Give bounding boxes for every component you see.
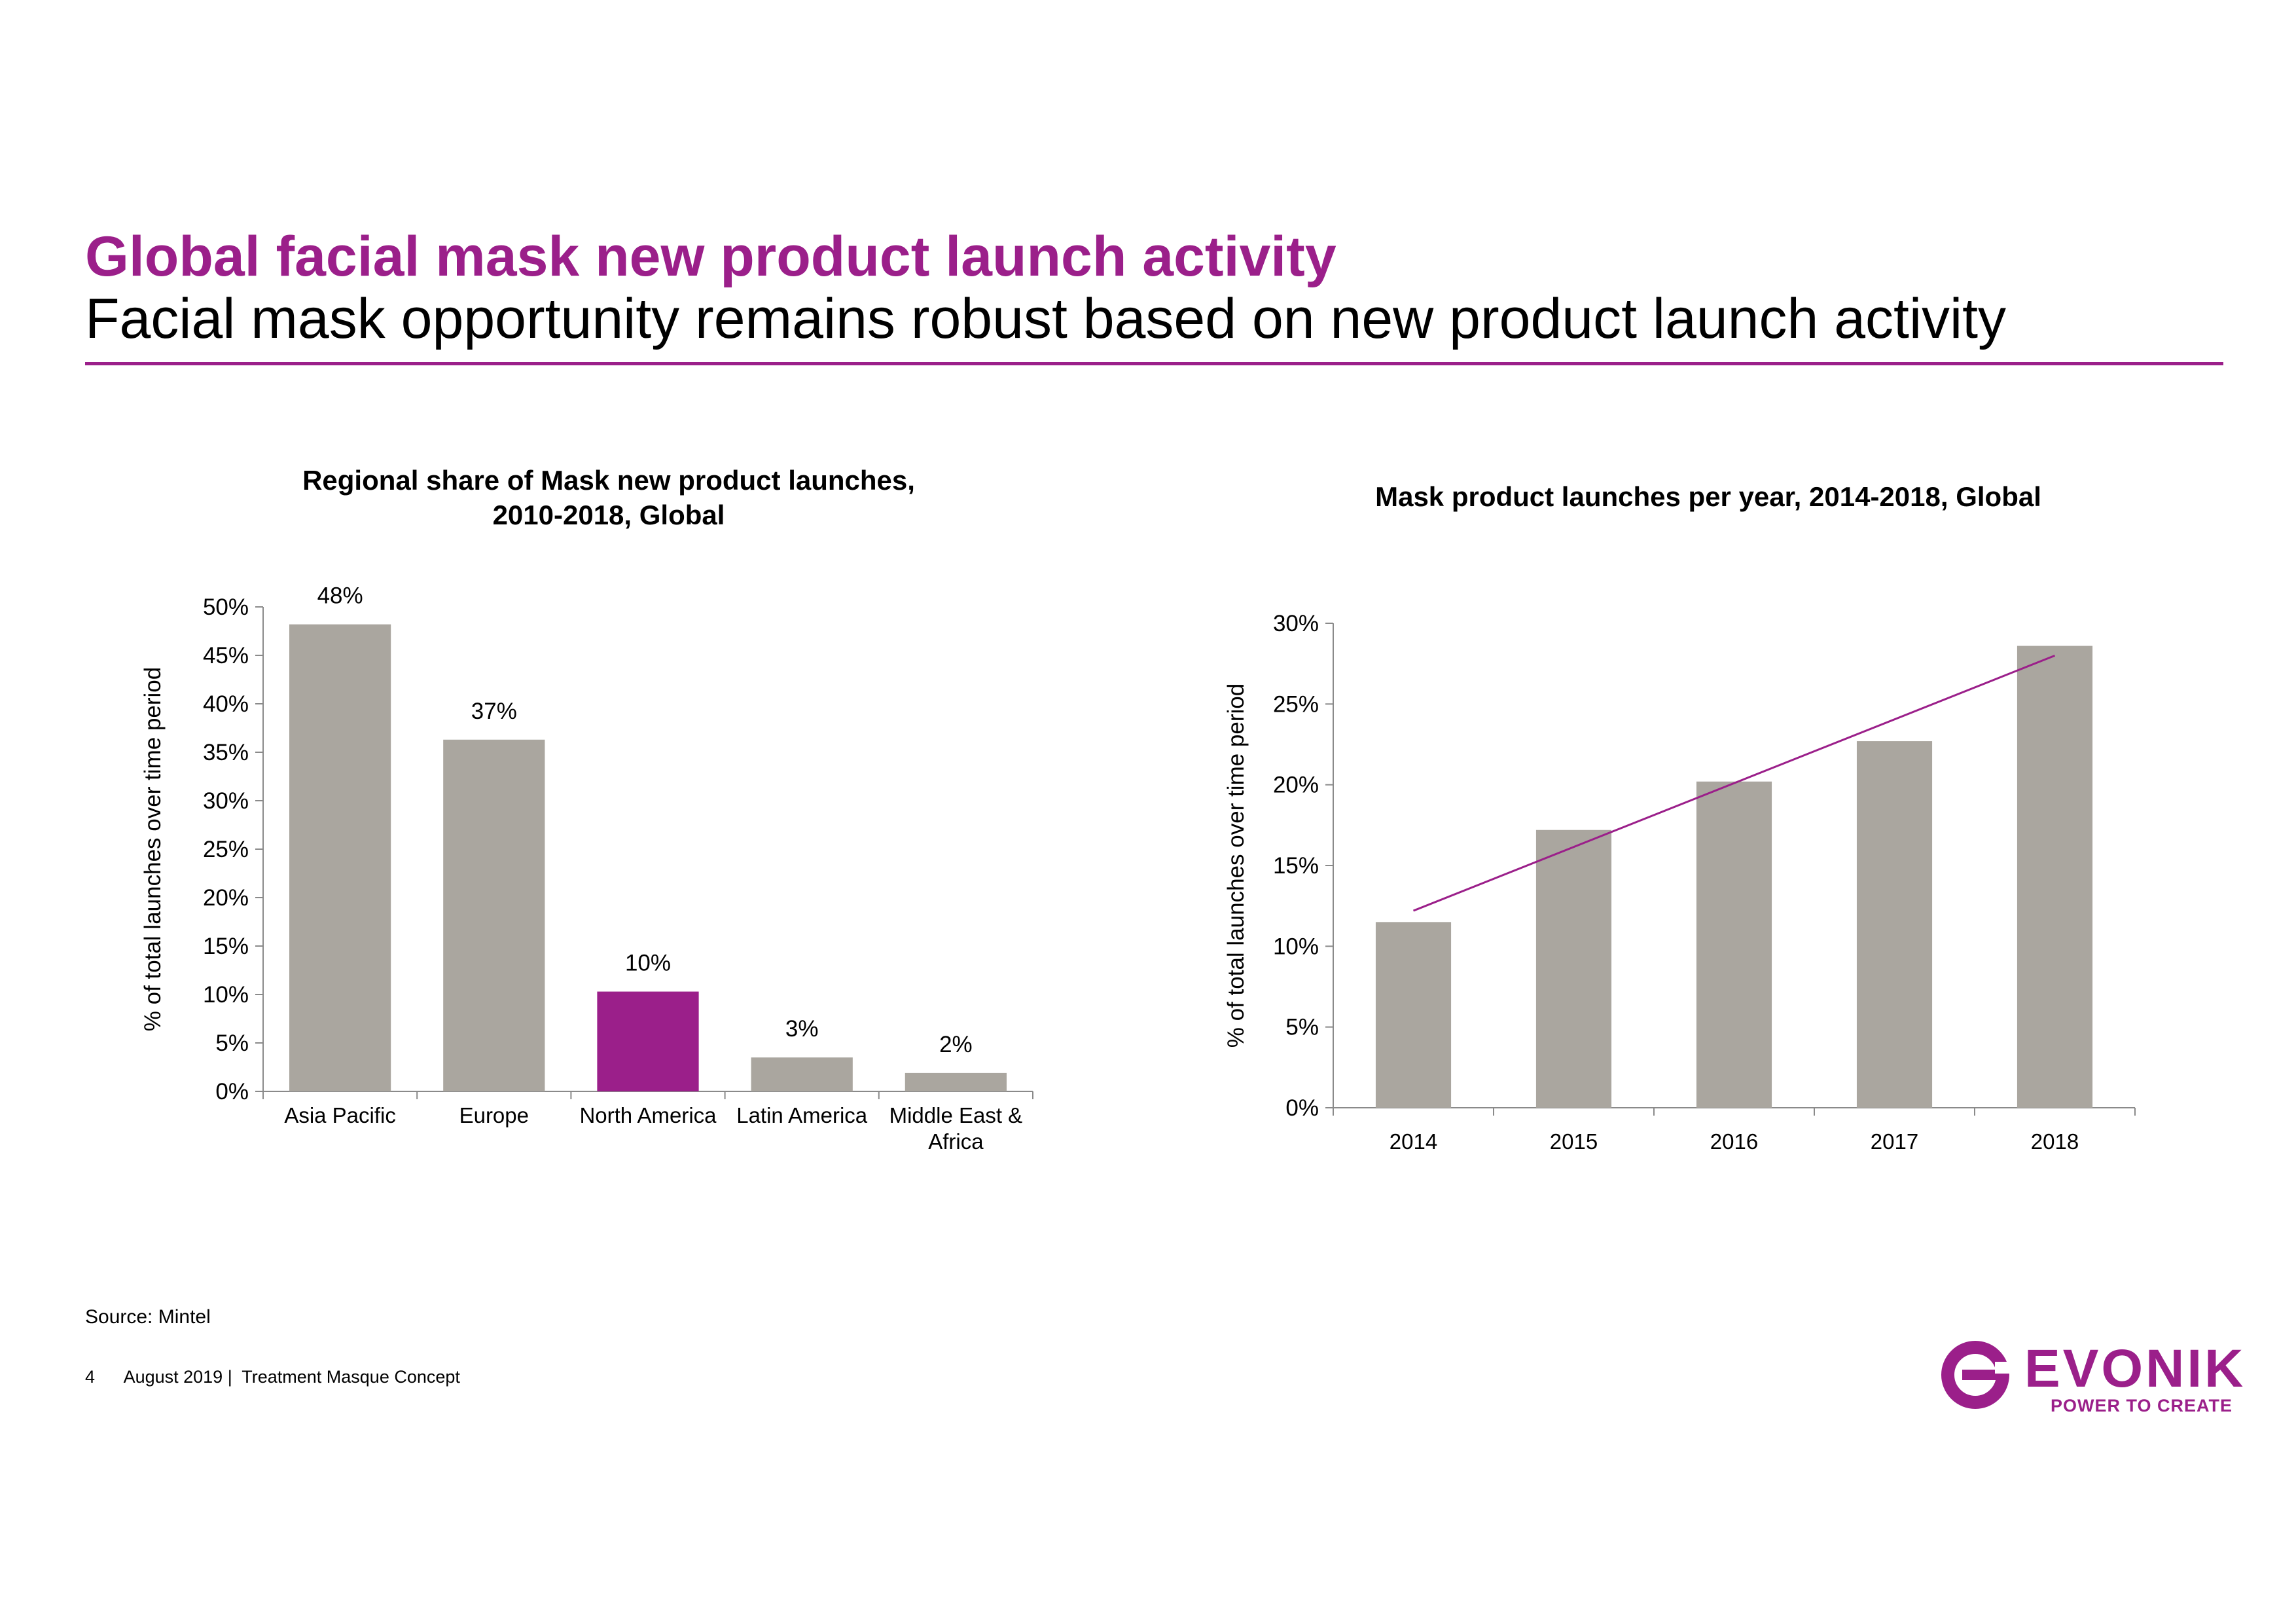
page-subtitle: Facial mask opportunity remains robust b… bbox=[85, 287, 2007, 350]
footer-doc-title: Treatment Masque Concept bbox=[242, 1367, 460, 1387]
chart1-data-label: 48% bbox=[317, 583, 363, 609]
chart2-y-tick-label: 10% bbox=[1273, 934, 1319, 959]
chart2-bar bbox=[1696, 781, 1772, 1108]
chart1-title-line1: Regional share of Mask new product launc… bbox=[302, 465, 915, 496]
chart2-bar bbox=[1535, 830, 1612, 1108]
chart2-y-tick-label: 5% bbox=[1285, 1015, 1319, 1040]
chart1-bar bbox=[751, 1057, 853, 1091]
chart1-y-tick-label: 40% bbox=[203, 691, 249, 717]
chart2-y-tick-label: 25% bbox=[1273, 691, 1319, 717]
chart2-x-tick-label: 2017 bbox=[1871, 1129, 1918, 1154]
chart1-title-line2: 2010-2018, Global bbox=[492, 499, 725, 530]
chart1-y-tick-label: 25% bbox=[203, 837, 249, 862]
chart1-y-tick-label: 45% bbox=[203, 643, 249, 668]
chart1-y-tick-label: 20% bbox=[203, 885, 249, 911]
chart1-x-tick-label: Europe bbox=[459, 1103, 529, 1127]
chart1-y-tick-label: 30% bbox=[203, 788, 249, 814]
chart2-x-tick-label: 2016 bbox=[1710, 1129, 1758, 1154]
footer: 4 August 2019 | Treatment Masque Concept bbox=[85, 1367, 460, 1387]
chart1-bar bbox=[905, 1072, 1007, 1091]
chart1-y-tick-label: 0% bbox=[215, 1079, 249, 1104]
chart1-data-label: 37% bbox=[471, 699, 517, 724]
evonik-logo-icon bbox=[1941, 1341, 2011, 1409]
logo-tagline: POWER TO CREATE bbox=[2051, 1396, 2233, 1415]
chart1-y-tick-label: 15% bbox=[203, 934, 249, 959]
chart2-bar bbox=[1375, 922, 1452, 1108]
chart1-x-tick-label: Middle East & bbox=[889, 1103, 1023, 1127]
chart2-bar bbox=[1856, 741, 1933, 1108]
chart2-x-tick-label: 2015 bbox=[1550, 1129, 1598, 1154]
chart1-bar bbox=[597, 991, 699, 1091]
chart1-bar bbox=[443, 739, 545, 1091]
chart1-data-label: 2% bbox=[939, 1032, 973, 1057]
chart2-y-tick-label: 15% bbox=[1273, 853, 1319, 879]
chart1-y-tick-label: 50% bbox=[203, 594, 249, 620]
chart1-x-tick-label: Latin America bbox=[736, 1103, 868, 1127]
chart1-y-axis-title: % of total launches over time period bbox=[140, 667, 166, 1031]
footer-separator: | bbox=[227, 1367, 232, 1387]
chart1-x-tick-label: North America bbox=[579, 1103, 717, 1127]
chart2-title: Mask product launches per year, 2014-201… bbox=[1375, 481, 2041, 512]
page-title: Global facial mask new product launch ac… bbox=[85, 225, 1336, 288]
chart2-trendline bbox=[1412, 654, 2056, 912]
chart2-x-tick-label: 2018 bbox=[2031, 1129, 2079, 1154]
chart2-x-tick-label: 2014 bbox=[1390, 1129, 1437, 1154]
chart1-data-label: 10% bbox=[625, 951, 671, 976]
title-divider bbox=[85, 362, 2223, 365]
chart2-y-tick-label: 0% bbox=[1285, 1095, 1319, 1121]
page-number: 4 bbox=[85, 1367, 96, 1387]
chart2-y-tick-label: 30% bbox=[1273, 611, 1319, 636]
chart1-bar bbox=[289, 624, 391, 1091]
chart1-y-tick-label: 5% bbox=[215, 1030, 249, 1056]
chart1-y-tick-label: 10% bbox=[203, 982, 249, 1008]
chart2-y-axis-title: % of total launches over time period bbox=[1223, 684, 1249, 1048]
chart1-data-label: 3% bbox=[785, 1016, 819, 1042]
chart1-y-tick-label: 35% bbox=[203, 740, 249, 765]
footer-date: August 2019 bbox=[123, 1367, 223, 1387]
source-note: Source: Mintel bbox=[85, 1306, 211, 1328]
chart2-y-tick-label: 20% bbox=[1273, 773, 1319, 798]
chart1-x-tick-label: Asia Pacific bbox=[284, 1103, 396, 1127]
chart2-bar bbox=[2017, 646, 2093, 1108]
chart1-title: Regional share of Mask new product launc… bbox=[157, 464, 1060, 532]
logo-wordmark: EVONIK bbox=[2024, 1339, 2246, 1398]
chart1-x-tick-label: Africa bbox=[928, 1129, 984, 1154]
